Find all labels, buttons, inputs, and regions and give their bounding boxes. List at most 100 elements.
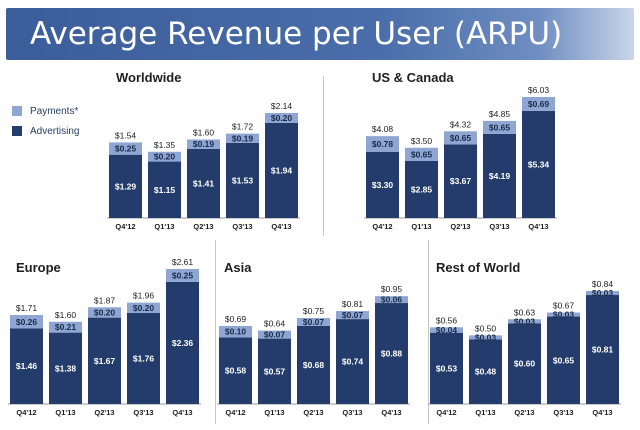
rest-of-world-tick-label: Q2'13 xyxy=(514,408,534,417)
worldwide-label-payments: $0.25 xyxy=(115,144,137,154)
us-canada-label-payments: $0.65 xyxy=(411,149,433,159)
rest-of-world-bar-payments xyxy=(469,335,502,340)
us-canada-label-payments: $0.78 xyxy=(372,139,394,149)
worldwide-label-payments: $0.20 xyxy=(271,113,293,123)
europe-tick-label: Q4'12 xyxy=(16,408,36,417)
rest-of-world-bar-advertising xyxy=(469,339,502,404)
rest-of-world-bar-advertising xyxy=(547,316,580,404)
us-canada-label-total: $4.32 xyxy=(450,119,472,129)
rest-of-world-bar-advertising xyxy=(508,323,541,404)
worldwide-chart-title: Worldwide xyxy=(116,70,181,85)
asia-label-advertising: $0.57 xyxy=(264,366,286,376)
europe-label-payments: $0.20 xyxy=(133,303,155,313)
europe-bar-advertising xyxy=(10,328,43,404)
legend-label-payments: Payments* xyxy=(30,105,79,117)
asia-bar-advertising xyxy=(336,319,369,404)
us-canada-label-payments: $0.65 xyxy=(489,122,511,132)
rest-of-world-bar-advertising xyxy=(430,332,463,404)
us-canada-label-total: $6.03 xyxy=(528,85,550,95)
europe-bar-advertising xyxy=(88,317,121,404)
asia-label-payments: $0.07 xyxy=(303,317,325,327)
us-canada-label-payments: $0.69 xyxy=(528,99,550,109)
us-canada-label-advertising: $3.30 xyxy=(372,180,394,190)
asia-label-advertising: $0.58 xyxy=(225,366,247,376)
asia-label-total: $0.64 xyxy=(264,319,286,329)
europe-label-payments: $0.26 xyxy=(16,317,38,327)
europe-label-total: $2.61 xyxy=(172,257,194,267)
rest-of-world-chart-title: Rest of World xyxy=(436,260,520,275)
worldwide-bar-payments xyxy=(226,133,259,143)
worldwide-bar-payments xyxy=(265,113,298,123)
us-canada-bar-advertising xyxy=(522,110,555,218)
rest-of-world-bar-payments xyxy=(586,291,619,296)
us-canada-bar-advertising xyxy=(405,160,438,218)
asia-bar-advertising xyxy=(297,325,330,404)
asia-tick-label: Q3'13 xyxy=(342,408,362,417)
rest-of-world-label-advertising: $0.53 xyxy=(436,363,458,373)
rest-of-world-label-total: $0.84 xyxy=(592,279,614,289)
asia-label-advertising: $0.68 xyxy=(303,360,325,370)
worldwide-tick-label: Q4'13 xyxy=(271,222,291,231)
europe-label-advertising: $1.76 xyxy=(133,353,155,363)
legend-item-advertising: Advertising xyxy=(12,122,102,140)
asia-bar-payments xyxy=(258,330,291,339)
us-canada-tick-label: Q4'12 xyxy=(372,222,392,231)
europe-tick-label: Q3'13 xyxy=(133,408,153,417)
europe-label-advertising: $2.36 xyxy=(172,338,194,348)
asia-label-total: $0.69 xyxy=(225,314,247,324)
worldwide-bar-advertising xyxy=(109,154,142,218)
asia-label-payments: $0.06 xyxy=(381,295,403,305)
asia-label-advertising: $0.88 xyxy=(381,349,403,359)
rest-of-world-label-advertising: $0.60 xyxy=(514,359,536,369)
asia-bar-payments xyxy=(297,317,330,326)
worldwide-label-payments: $0.19 xyxy=(193,139,215,149)
asia-bar-payments xyxy=(375,296,408,304)
worldwide-label-advertising: $1.53 xyxy=(232,175,254,185)
rest-of-world-bar-advertising xyxy=(586,295,619,404)
europe-label-total: $1.71 xyxy=(16,303,38,313)
rest-of-world-label-advertising: $0.48 xyxy=(475,367,497,377)
us-canada-chart-title: US & Canada xyxy=(372,70,454,85)
asia-chart-title: Asia xyxy=(224,260,252,275)
worldwide-label-total: $2.14 xyxy=(271,101,293,111)
europe-bar-advertising xyxy=(49,332,82,404)
us-canada-bar-payments xyxy=(444,131,477,145)
europe-label-payments: $0.25 xyxy=(172,270,194,280)
us-canada-bar-advertising xyxy=(444,144,477,218)
divider-bottom-left xyxy=(215,240,216,424)
europe-bar-payments xyxy=(127,302,160,313)
divider-top-vertical xyxy=(323,76,324,236)
europe-chart-title: Europe xyxy=(16,260,61,275)
us-canada-label-total: $3.50 xyxy=(411,136,433,146)
legend-label-advertising: Advertising xyxy=(30,125,80,137)
us-canada-label-advertising: $4.19 xyxy=(489,171,511,181)
worldwide-tick-label: Q2'13 xyxy=(193,222,213,231)
rest-of-world-label-total: $0.50 xyxy=(475,323,497,333)
rest-of-world-label-payments: $0.04 xyxy=(436,325,458,335)
asia-tick-label: Q4'13 xyxy=(381,408,401,417)
worldwide-bar-advertising xyxy=(148,161,181,218)
asia-label-total: $0.95 xyxy=(381,284,403,294)
worldwide-label-total: $1.54 xyxy=(115,130,137,140)
us-canada-label-advertising: $5.34 xyxy=(528,159,550,169)
us-canada-label-advertising: $3.67 xyxy=(450,176,472,186)
europe-label-advertising: $1.46 xyxy=(16,361,38,371)
rest-of-world-tick-label: Q1'13 xyxy=(475,408,495,417)
europe-label-total: $1.60 xyxy=(55,310,77,320)
rest-of-world-bar-payments xyxy=(508,319,541,324)
asia-label-total: $0.81 xyxy=(342,299,364,309)
worldwide-label-payments: $0.19 xyxy=(232,133,254,143)
rest-of-world-tick-label: Q3'13 xyxy=(553,408,573,417)
europe-bar-payments xyxy=(88,307,121,318)
us-canada-bar-payments xyxy=(522,97,555,111)
rest-of-world-bar-payments xyxy=(430,327,463,333)
worldwide-tick-label: Q1'13 xyxy=(154,222,174,231)
legend-swatch-advertising xyxy=(12,126,22,136)
asia-tick-label: Q2'13 xyxy=(303,408,323,417)
worldwide-bar-advertising xyxy=(226,142,259,218)
worldwide-tick-label: Q4'12 xyxy=(115,222,135,231)
worldwide-label-advertising: $1.41 xyxy=(193,178,215,188)
rest-of-world-label-payments: $0.03 xyxy=(592,288,614,298)
rest-of-world-label-total: $0.67 xyxy=(553,301,575,311)
us-canada-bar-payments xyxy=(405,147,438,161)
